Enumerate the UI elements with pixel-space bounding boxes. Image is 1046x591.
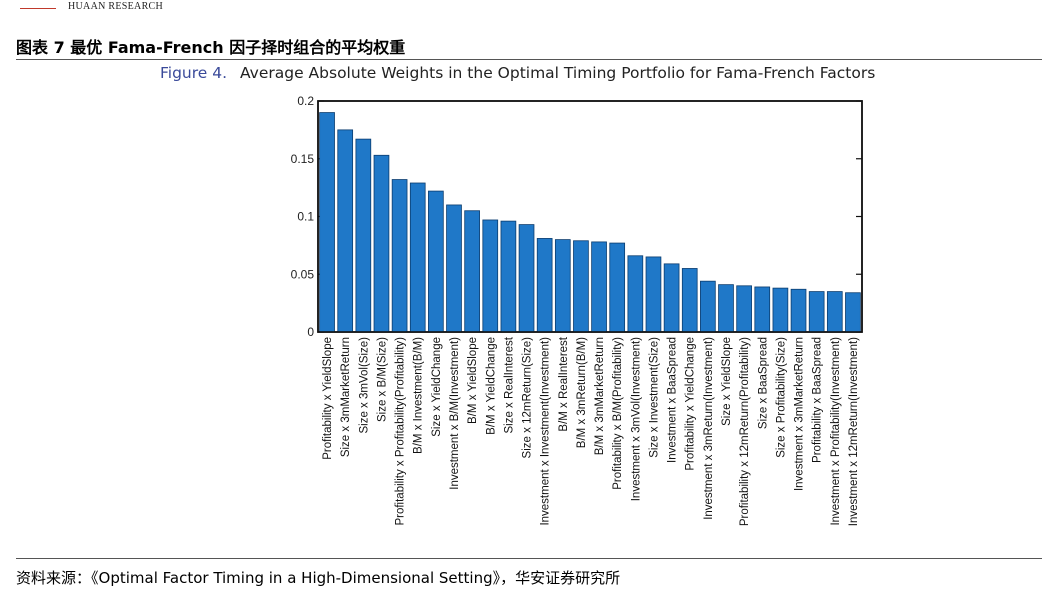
bar: [518, 224, 535, 333]
x-category-label: B/M x RealInterest: [558, 336, 570, 431]
y-tick-label: 0.1: [297, 210, 314, 224]
x-category-label: Investment x Profitability(Investment): [830, 337, 842, 526]
y-tick-label: 0.2: [297, 94, 314, 108]
chart-title: Figure 4. Average Absolute Weights in th…: [160, 64, 875, 82]
category-labels: Profitability x YieldSlope Size x 3mMarke…: [322, 336, 860, 526]
title-divider: [16, 59, 1042, 60]
bar: [645, 256, 662, 333]
bar: [772, 287, 789, 333]
plot-border: [317, 100, 863, 333]
x-category-label: B/M x YieldSlope: [467, 337, 479, 424]
bar: [700, 280, 716, 333]
bars-layer: [319, 112, 861, 333]
bar: [554, 239, 571, 333]
chart-container: Figure 4. Average Absolute Weights in th…: [150, 60, 896, 558]
source-text: 《Optimal Factor Timing in a High-Dimensi…: [91, 569, 621, 587]
plot-frame: [317, 100, 863, 333]
chart-title-text: Average Absolute Weights in the Optimal …: [240, 64, 875, 82]
x-category-label: B/M x 3mMarketReturn: [594, 337, 606, 455]
x-category-label: B/M x Investment(B/M): [413, 337, 425, 454]
bar: [319, 112, 335, 333]
x-category-label: Profitability x YieldChange: [685, 337, 697, 471]
bar: [718, 284, 734, 333]
source-label: 资料来源：: [16, 569, 92, 587]
x-category-label: Investment x 3mReturn(Investment): [703, 337, 715, 520]
x-category-label: Profitability x YieldSlope: [322, 337, 334, 460]
x-category-label: Investment x 3mMarketReturn: [794, 337, 806, 491]
footer-divider: [16, 558, 1042, 559]
y-tick-label: 0.15: [291, 152, 315, 166]
bar: [573, 240, 589, 333]
bar: [391, 179, 408, 333]
x-category-label: Size x Profitability(Size): [775, 337, 787, 458]
bar: [464, 210, 480, 333]
x-category-label: Size x 12mReturn(Size): [522, 337, 534, 459]
x-category-label: Profitability x Profitability(Profitabil…: [395, 337, 407, 526]
header-accent-rule: [20, 8, 56, 9]
org-name: HUAAN RESEARCH: [68, 1, 164, 12]
x-category-label: Investment x 3mVol(Investment): [630, 337, 642, 501]
bar: [337, 129, 354, 333]
bar: [808, 291, 825, 333]
bar: [736, 285, 752, 333]
x-category-label: Size x 3mMarketReturn: [340, 337, 352, 457]
x-category-label: Profitability x BaaSpread: [812, 337, 824, 463]
x-category-label: Size x BaaSpread: [757, 337, 769, 429]
bar: [536, 238, 553, 333]
x-category-label: B/M x 3mReturn(B/M): [576, 337, 588, 448]
x-category-label: Size x RealInterest: [503, 336, 515, 433]
chart-title-prefix: Figure 4.: [160, 64, 227, 82]
bar: [409, 182, 426, 333]
bar: [373, 154, 390, 333]
bar: [428, 190, 444, 333]
x-category-label: Investment x B/M(Investment): [449, 337, 461, 490]
bar: [754, 286, 771, 333]
bar: [826, 291, 843, 333]
bar: [446, 204, 462, 333]
bar: [609, 242, 626, 333]
bar: [681, 268, 698, 333]
y-tick-label: 0.05: [291, 267, 315, 281]
bar: [500, 220, 517, 333]
x-category-label: Profitability x B/M(Profitability): [612, 337, 624, 490]
figure-title: 图表 7 最优 Fama-French 因子择时组合的平均权重: [16, 38, 406, 57]
x-category-label: Investment x BaaSpread: [667, 337, 679, 463]
bar: [355, 138, 372, 333]
bar: [627, 255, 644, 333]
x-category-label: Size x YieldChange: [431, 337, 443, 437]
x-category-label: Investment x 12mReturn(Investment): [848, 337, 860, 526]
bar: [790, 288, 807, 333]
bar-chart: Figure 4. Average Absolute Weights in th…: [160, 64, 875, 526]
y-tick-label: 0: [307, 325, 314, 339]
bar: [482, 219, 499, 333]
x-category-label: Size x B/M(Size): [376, 337, 388, 422]
bar: [591, 241, 607, 333]
x-category-label: Investment x Investment(Investment): [540, 337, 552, 526]
x-category-label: B/M x YieldChange: [485, 337, 497, 435]
x-category-label: Size x 3mVol(Size): [358, 337, 370, 434]
x-category-label: Size x YieldSlope: [721, 337, 733, 426]
source-note: 资料来源：《Optimal Factor Timing in a High-Di…: [16, 567, 620, 588]
x-category-label: Profitability x 12mReturn(Profitability): [739, 337, 751, 526]
bar: [663, 263, 680, 333]
x-category-label: Size x Investment(Size): [648, 337, 660, 458]
bar: [845, 292, 861, 333]
